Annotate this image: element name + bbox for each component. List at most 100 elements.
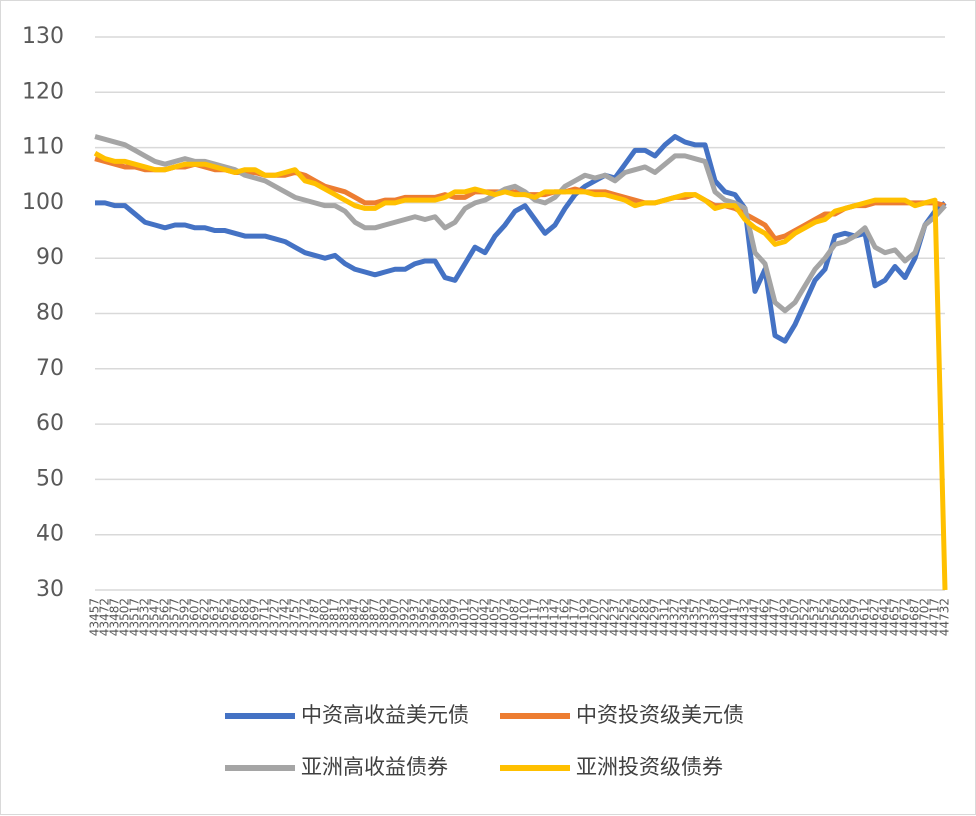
series-line xyxy=(95,134,947,344)
x-tick-label: 43577 xyxy=(168,598,182,636)
x-tick-label: 43952 xyxy=(418,598,432,636)
x-tick-label: 44162 xyxy=(558,598,572,636)
x-tick-label: 43892 xyxy=(378,598,392,636)
x-tick-label: 44102 xyxy=(518,598,532,636)
x-tick-label: 43997 xyxy=(448,598,462,636)
x-tick-label: 43877 xyxy=(368,598,382,636)
x-tick-label: 43457 xyxy=(88,598,102,636)
x-tick-label: 44207 xyxy=(588,598,602,636)
y-tick-label: 40 xyxy=(36,522,64,547)
x-tick-label: 44492 xyxy=(778,598,792,636)
y-tick-label: 60 xyxy=(36,411,64,436)
y-tick-label: 100 xyxy=(22,190,64,215)
y-tick-label: 50 xyxy=(36,466,64,491)
x-tick-label: 44627 xyxy=(868,598,882,636)
x-tick-label: 44687 xyxy=(908,598,922,636)
legend-label: 亚洲高收益债券 xyxy=(301,755,448,779)
x-tick-label: 44027 xyxy=(468,598,482,636)
x-tick-label: 43547 xyxy=(148,598,162,636)
x-tick-label: 44252 xyxy=(618,598,632,636)
x-tick-label: 44237 xyxy=(608,598,622,636)
x-tick-label: 44057 xyxy=(488,598,502,636)
x-tick-label: 43652 xyxy=(218,598,232,636)
x-tick-label: 43472 xyxy=(98,598,112,636)
x-tick-label: 43982 xyxy=(438,598,452,636)
x-tick-label: 44012 xyxy=(458,598,472,636)
x-tick-label: 43967 xyxy=(428,598,442,636)
y-tick-label: 90 xyxy=(36,245,64,270)
x-tick-label: 43637 xyxy=(208,598,222,636)
x-tick-label: 44462 xyxy=(758,598,772,636)
x-tick-label: 44567 xyxy=(828,598,842,636)
x-tick-label: 44402 xyxy=(718,598,732,636)
x-tick-label: 43802 xyxy=(318,598,332,636)
x-tick-label: 43502 xyxy=(118,598,132,636)
x-tick-label: 43862 xyxy=(358,598,372,636)
x-tick-label: 43667 xyxy=(228,598,242,636)
x-tick-label: 44267 xyxy=(628,598,642,636)
x-tick-label: 43937 xyxy=(408,598,422,636)
x-tick-label: 43592 xyxy=(178,598,192,636)
x-tick-label: 43757 xyxy=(288,598,302,636)
x-tick-label: 44387 xyxy=(708,598,722,636)
x-tick-label: 44042 xyxy=(478,598,492,636)
x-tick-label: 44612 xyxy=(858,598,872,636)
x-tick-label: 44507 xyxy=(788,598,802,636)
x-tick-label: 43817 xyxy=(328,598,342,636)
x-tick-label: 43607 xyxy=(188,598,202,636)
x-tick-label: 44372 xyxy=(698,598,712,636)
x-tick-label: 44597 xyxy=(848,598,862,636)
x-tick-label: 44312 xyxy=(658,598,672,636)
legend-label: 亚洲投资级债券 xyxy=(576,755,723,779)
x-tick-label: 44657 xyxy=(888,598,902,636)
legend-label: 中资高收益美元债 xyxy=(301,703,469,727)
x-tick-label: 44327 xyxy=(668,598,682,636)
x-tick-label: 43727 xyxy=(268,598,282,636)
x-tick-label: 44642 xyxy=(878,598,892,636)
y-tick-label: 80 xyxy=(36,301,64,326)
x-tick-label: 44717 xyxy=(928,598,942,636)
y-tick-label: 120 xyxy=(22,79,64,104)
x-tick-label: 44117 xyxy=(528,598,542,636)
x-tick-label: 44702 xyxy=(918,598,932,636)
x-tick-label: 44552 xyxy=(818,598,832,636)
y-tick-label: 110 xyxy=(22,135,64,160)
x-tick-label: 44537 xyxy=(808,598,822,636)
legend-label: 中资投资级美元债 xyxy=(576,703,744,727)
x-tick-label: 44282 xyxy=(638,598,652,636)
x-tick-label: 44732 xyxy=(938,598,952,636)
x-tick-label: 43922 xyxy=(398,598,412,636)
x-tick-label: 44477 xyxy=(768,598,782,636)
x-tick-label: 44147 xyxy=(548,598,562,636)
x-tick-label: 44192 xyxy=(578,598,592,636)
x-tick-label: 43787 xyxy=(308,598,322,636)
x-tick-label: 44132 xyxy=(538,598,552,636)
y-tick-label: 130 xyxy=(22,24,64,49)
x-tick-label: 43712 xyxy=(258,598,272,636)
x-tick-label: 43847 xyxy=(348,598,362,636)
x-tick-label: 43532 xyxy=(138,598,152,636)
x-tick-label: 44087 xyxy=(508,598,522,636)
x-tick-label: 44522 xyxy=(798,598,812,636)
series-line xyxy=(93,150,948,591)
x-tick-label: 43682 xyxy=(238,598,252,636)
y-tick-label: 30 xyxy=(36,577,64,602)
x-tick-label: 44297 xyxy=(648,598,662,636)
x-tick-label: 43832 xyxy=(338,598,352,636)
x-tick-label: 44417 xyxy=(728,598,742,636)
x-tick-label: 44432 xyxy=(738,598,752,636)
x-tick-label: 43622 xyxy=(198,598,212,636)
x-tick-label: 44672 xyxy=(898,598,912,636)
x-tick-label: 44072 xyxy=(498,598,512,636)
x-tick-label: 44177 xyxy=(568,598,582,636)
x-tick-label: 43742 xyxy=(278,598,292,636)
x-tick-label: 43517 xyxy=(128,598,142,636)
x-tick-label: 43487 xyxy=(108,598,122,636)
x-tick-label: 44357 xyxy=(688,598,702,636)
x-tick-label: 43772 xyxy=(298,598,312,636)
x-tick-label: 44222 xyxy=(598,598,612,636)
x-tick-label: 43562 xyxy=(158,598,172,636)
x-tick-label: 44342 xyxy=(678,598,692,636)
